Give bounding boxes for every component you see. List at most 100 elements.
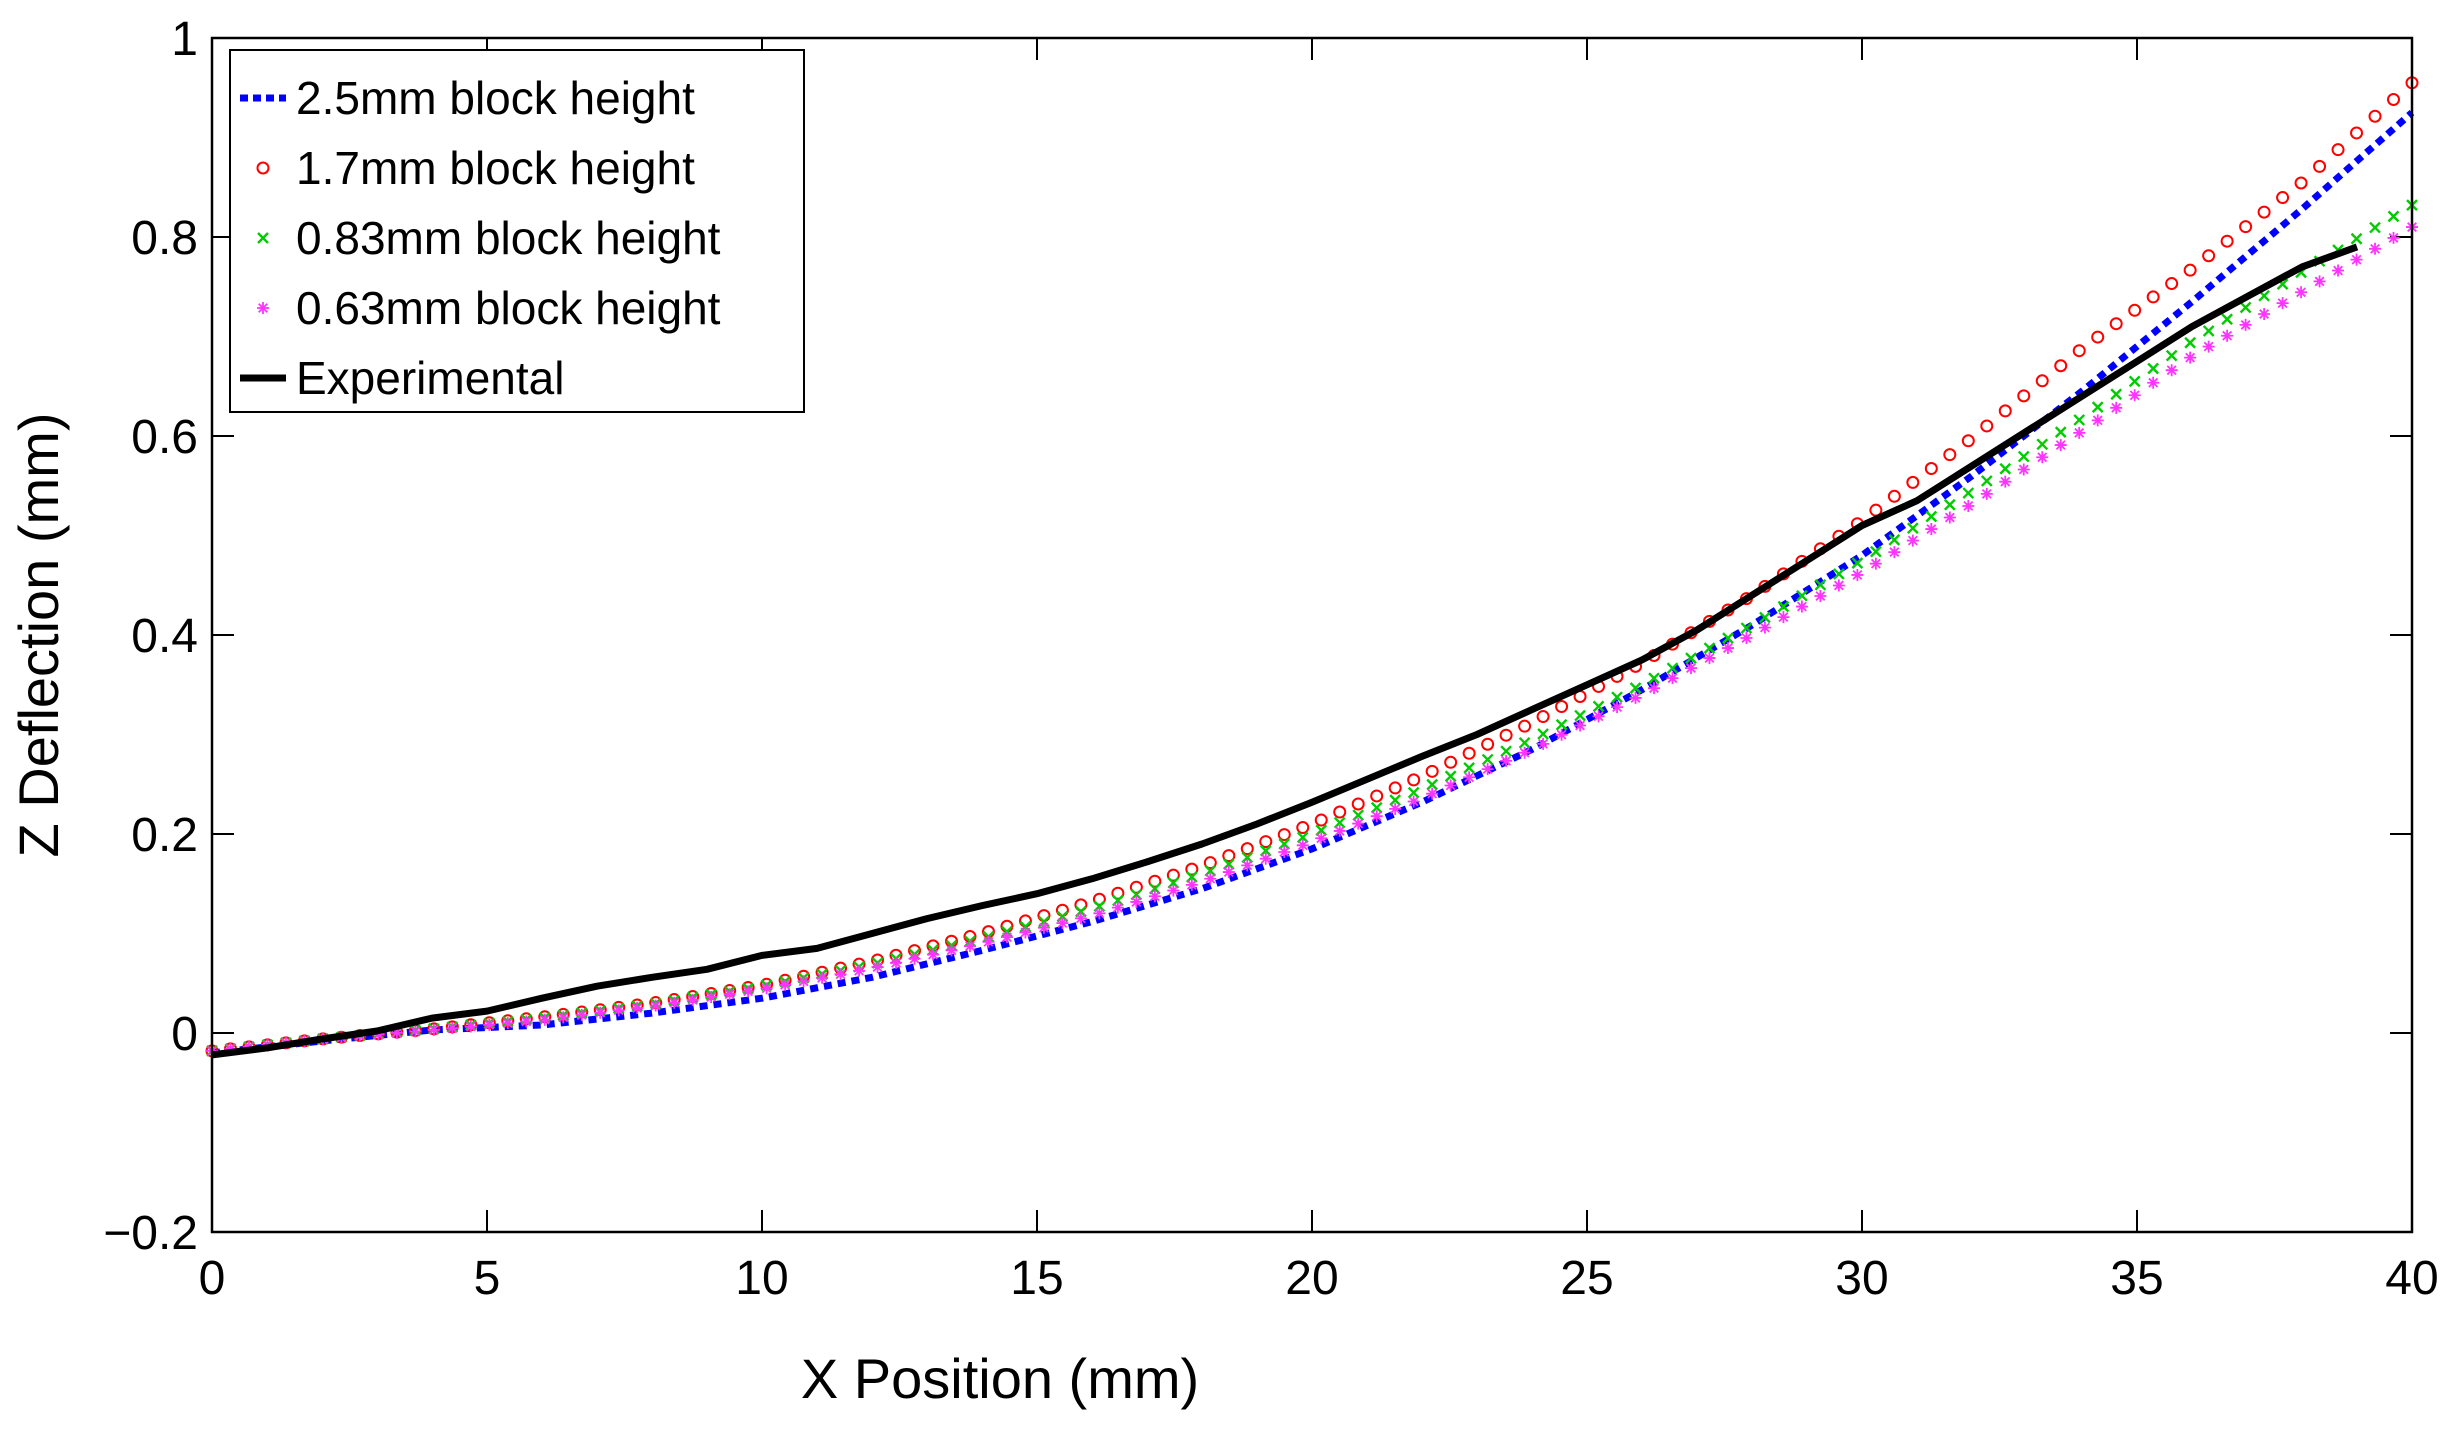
x-tick-label: 30 — [1835, 1252, 1888, 1305]
data-point — [2313, 159, 2327, 173]
data-point — [1925, 523, 1938, 536]
data-point — [2221, 329, 2234, 342]
y-tick-label: 0.6 — [131, 411, 198, 464]
data-point — [1277, 828, 1291, 842]
legend-symbol-1-7mm-block-height — [256, 161, 270, 175]
x-tick-label: 20 — [1285, 1252, 1338, 1305]
data-point — [2202, 325, 2215, 337]
data-point — [1333, 805, 1347, 819]
x-tick-label: 35 — [2110, 1252, 2163, 1305]
data-point — [2110, 388, 2123, 401]
data-point — [1666, 672, 1679, 685]
data-point — [1203, 856, 1217, 870]
data-point — [2295, 286, 2308, 299]
data-point — [1278, 838, 1291, 850]
data-point — [409, 1025, 422, 1038]
data-point — [1666, 662, 1679, 675]
data-point — [1962, 487, 1975, 499]
data-point — [594, 1006, 607, 1019]
series-experimental — [211, 243, 2359, 1059]
data-point — [1518, 736, 1531, 749]
series-layer — [205, 76, 2419, 1059]
plot-frame — [210, 36, 2414, 1234]
data-point — [1314, 813, 1328, 827]
x-axis-label: X Position (mm) — [801, 1347, 1199, 1410]
data-point — [1204, 872, 1217, 885]
data-point — [1943, 448, 1957, 462]
data-point — [538, 1013, 551, 1026]
y-tick-label: 0.8 — [131, 212, 198, 265]
data-point — [520, 1015, 533, 1028]
data-point — [1906, 475, 1920, 489]
data-point — [1444, 770, 1457, 783]
data-point — [945, 944, 958, 957]
data-point — [1555, 728, 1568, 741]
data-point — [1925, 510, 1938, 523]
data-point — [2054, 426, 2067, 438]
data-point — [1185, 878, 1198, 891]
legend: 2.5mm block height 1.7mm block height 0.… — [229, 49, 805, 413]
data-point — [2036, 438, 2049, 451]
data-point — [1499, 728, 1513, 742]
data-point — [1721, 642, 1734, 655]
data-point — [2183, 263, 2197, 277]
data-point — [1333, 816, 1346, 829]
data-point — [1814, 590, 1827, 603]
data-point — [1241, 859, 1254, 872]
data-point — [1518, 746, 1531, 759]
data-point — [2091, 414, 2104, 427]
data-point — [1943, 511, 1956, 524]
data-point — [1537, 728, 1549, 740]
data-point — [2109, 317, 2123, 331]
data-point — [464, 1020, 477, 1033]
data-point — [649, 999, 662, 1012]
data-point — [2184, 351, 2197, 364]
data-point — [1130, 895, 1143, 908]
data-point — [1684, 662, 1697, 675]
data-point — [1389, 802, 1402, 815]
data-point — [2239, 301, 2252, 314]
data-point — [1241, 851, 1254, 864]
data-point — [575, 1009, 588, 1022]
data-point — [1222, 866, 1235, 879]
data-point — [2146, 290, 2160, 304]
data-point — [1611, 691, 1623, 704]
data-point — [1148, 890, 1161, 903]
data-point — [1703, 642, 1716, 654]
data-point — [890, 956, 903, 969]
data-point — [1537, 737, 1550, 750]
data-point — [2073, 426, 2086, 439]
data-point — [1999, 462, 2012, 475]
data-point — [1574, 719, 1587, 732]
data-point — [1611, 701, 1624, 714]
data-point — [1462, 746, 1476, 760]
data-point — [1296, 839, 1309, 852]
data-point — [1444, 779, 1457, 792]
data-point — [1000, 931, 1013, 944]
data-point — [871, 961, 884, 974]
data-point — [2202, 340, 2215, 353]
data-point — [834, 968, 847, 981]
data-point — [1740, 632, 1753, 645]
data-point — [2387, 210, 2400, 223]
data-point — [2110, 401, 2123, 414]
legend-box — [229, 49, 805, 413]
data-point — [1518, 719, 1532, 733]
data-point — [2017, 450, 2030, 463]
y-tick-label: 0.4 — [131, 610, 198, 663]
data-point — [1832, 579, 1845, 592]
data-point — [779, 978, 792, 991]
data-point — [1924, 462, 1938, 476]
data-point — [390, 1026, 403, 1039]
data-point — [2276, 191, 2290, 205]
data-point — [1943, 498, 1956, 511]
data-point — [1129, 880, 1143, 894]
data-point — [1351, 797, 1365, 811]
data-point — [1407, 773, 1421, 787]
data-point — [1980, 475, 1993, 487]
data-point — [1648, 682, 1661, 695]
data-point — [1019, 926, 1032, 939]
data-point — [1259, 844, 1272, 857]
data-point — [1240, 842, 1254, 856]
